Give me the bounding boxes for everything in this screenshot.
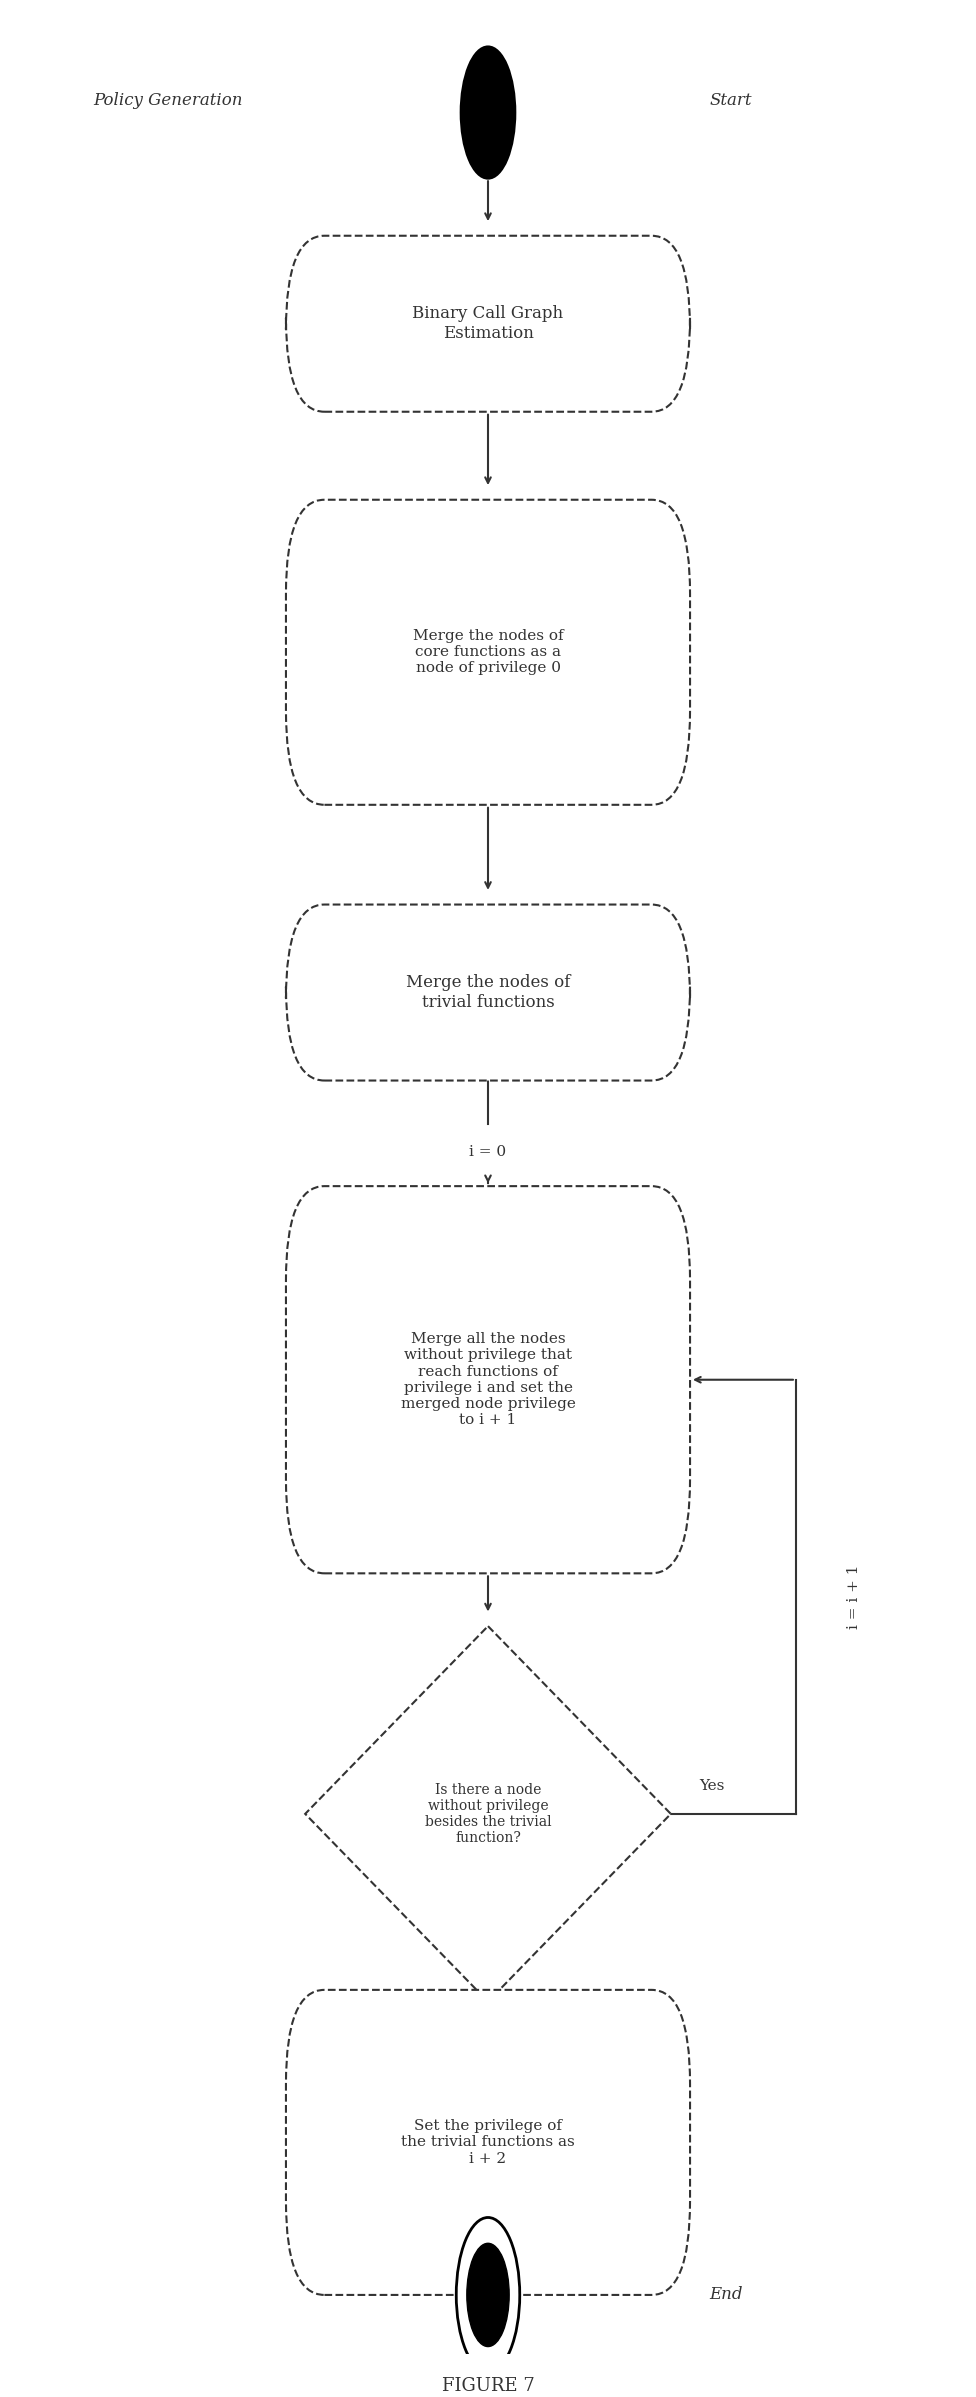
- Text: FIGURE 7: FIGURE 7: [441, 2378, 535, 2395]
- Polygon shape: [305, 1625, 671, 2001]
- Text: Binary Call Graph
Estimation: Binary Call Graph Estimation: [413, 304, 563, 343]
- FancyBboxPatch shape: [286, 904, 690, 1081]
- FancyBboxPatch shape: [286, 1187, 690, 1572]
- Text: Policy Generation: Policy Generation: [94, 93, 243, 110]
- Text: Merge all the nodes
without privilege that
reach functions of
privilege i and se: Merge all the nodes without privilege th…: [400, 1333, 576, 1426]
- Text: Merge the nodes of
core functions as a
node of privilege 0: Merge the nodes of core functions as a n…: [413, 628, 563, 676]
- Circle shape: [461, 48, 515, 177]
- Text: i = i + 1: i = i + 1: [846, 1565, 861, 1630]
- Text: Is there a node
without privilege
besides the trivial
function?: Is there a node without privilege beside…: [425, 1783, 551, 1846]
- FancyBboxPatch shape: [286, 235, 690, 412]
- Text: Start: Start: [710, 93, 752, 110]
- Text: Set the privilege of
the trivial functions as
i + 2: Set the privilege of the trivial functio…: [401, 2119, 575, 2164]
- Text: No: No: [419, 2061, 441, 2073]
- Text: Merge the nodes of
trivial functions: Merge the nodes of trivial functions: [406, 973, 570, 1012]
- FancyBboxPatch shape: [286, 1990, 690, 2294]
- Text: Yes: Yes: [700, 1779, 725, 1793]
- Text: End: End: [710, 2287, 743, 2304]
- Circle shape: [456, 2217, 520, 2373]
- Circle shape: [467, 2244, 509, 2347]
- FancyBboxPatch shape: [286, 499, 690, 805]
- Text: i = 0: i = 0: [469, 1146, 507, 1160]
